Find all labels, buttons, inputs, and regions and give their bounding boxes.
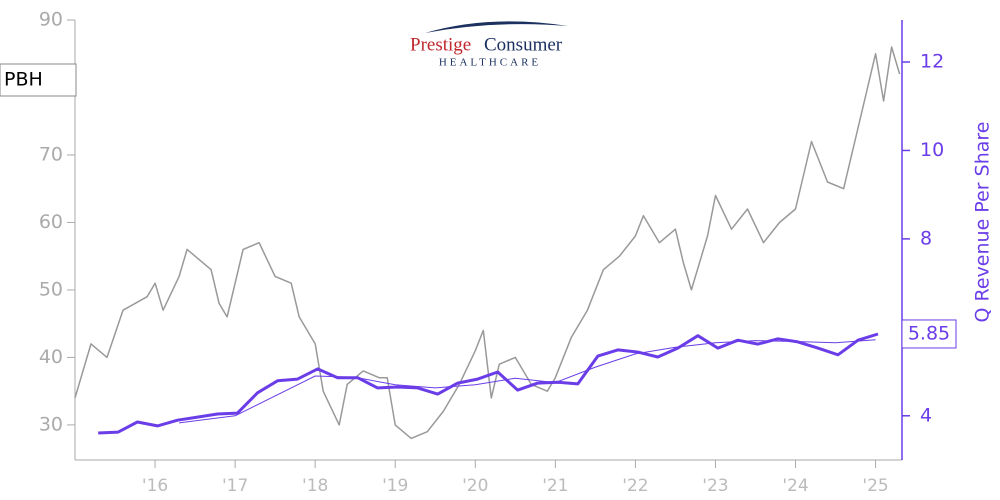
y-tick-label: 50 [39, 278, 63, 300]
series-line [74, 46, 901, 440]
series-line [179, 339, 876, 424]
logo-brand: Prestige [410, 34, 471, 55]
y2-tick-label: 4 [920, 404, 932, 426]
logo-brand2: Consumer [484, 34, 563, 55]
ticker: PBH [4, 69, 43, 91]
y-tick-label: 40 [39, 346, 63, 368]
x-tick-label: '19 [382, 476, 408, 496]
y-tick-label: 90 [39, 9, 63, 31]
x-tick-label: '25 [862, 476, 888, 496]
ticker-box [0, 63, 77, 97]
y2-tick-label: 12 [920, 51, 944, 73]
x-tick-label: '20 [462, 476, 488, 496]
y2-tick-label: 8 [920, 227, 932, 249]
y-tick-label: 70 [39, 143, 63, 165]
x-tick-label: '16 [142, 476, 168, 496]
y2-tick-label: 10 [920, 139, 944, 161]
x-tick-label: '22 [622, 476, 648, 496]
logo-swoosh [425, 21, 568, 33]
y-tick-label: 60 [39, 211, 63, 233]
logo-sub: HEALTHCARE [439, 57, 541, 69]
x-tick-label: '21 [542, 476, 568, 496]
series-line [98, 332, 879, 435]
x-tick-label: '24 [782, 476, 808, 496]
y-tick-label: 30 [39, 413, 63, 435]
x-tick-label: '18 [302, 476, 328, 496]
value-label: 5.85 [908, 322, 950, 344]
x-tick-label: '17 [222, 476, 248, 496]
y2-label: Q Revenue Per Share [972, 122, 994, 323]
value-label-box [901, 319, 957, 349]
x-tick-label: '23 [702, 476, 728, 496]
